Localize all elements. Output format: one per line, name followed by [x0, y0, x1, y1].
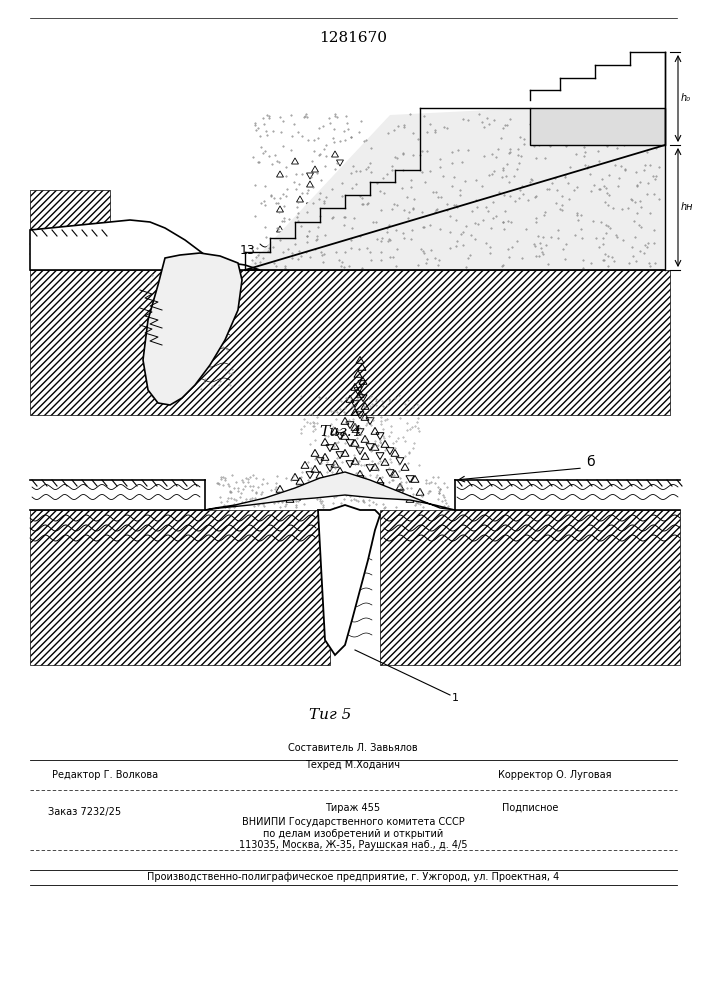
- Text: Составитель Л. Завьялов: Составитель Л. Завьялов: [288, 743, 418, 753]
- Polygon shape: [30, 270, 670, 415]
- Text: 113035, Москва, Ж-35, Раушская наб., д. 4/5: 113035, Москва, Ж-35, Раушская наб., д. …: [239, 840, 467, 850]
- Text: Тираж 455: Тираж 455: [325, 803, 380, 813]
- Polygon shape: [530, 108, 665, 145]
- Text: по делам изобретений и открытий: по делам изобретений и открытий: [263, 829, 443, 839]
- Text: 1281670: 1281670: [319, 31, 387, 45]
- Polygon shape: [30, 220, 260, 270]
- Text: ВНИИПИ Государственного комитета СССР: ВНИИПИ Государственного комитета СССР: [242, 817, 464, 827]
- Polygon shape: [143, 253, 242, 405]
- Text: h₀: h₀: [681, 93, 691, 103]
- Text: hн: hн: [681, 202, 694, 212]
- Text: 1: 1: [452, 693, 459, 703]
- Polygon shape: [245, 108, 665, 270]
- Text: б: б: [585, 455, 595, 469]
- Text: Τиг.4: Τиг.4: [319, 425, 361, 439]
- Polygon shape: [30, 510, 330, 665]
- Polygon shape: [30, 190, 110, 270]
- Polygon shape: [380, 510, 680, 665]
- Text: Техред М.Ходанич: Техред М.Ходанич: [305, 760, 400, 770]
- Text: Корректор О. Луговая: Корректор О. Луговая: [498, 770, 612, 780]
- Text: 13: 13: [240, 243, 256, 256]
- Text: Подписное: Подписное: [502, 803, 559, 813]
- Text: Заказ 7232/25: Заказ 7232/25: [49, 807, 122, 817]
- Text: Τиг 5: Τиг 5: [309, 708, 351, 722]
- Polygon shape: [205, 472, 455, 510]
- Text: Производственно-полиграфическое предприятие, г. Ужгород, ул. Проектная, 4: Производственно-полиграфическое предприя…: [147, 872, 559, 882]
- Polygon shape: [318, 505, 380, 655]
- Text: Редактор Г. Волкова: Редактор Г. Волкова: [52, 770, 158, 780]
